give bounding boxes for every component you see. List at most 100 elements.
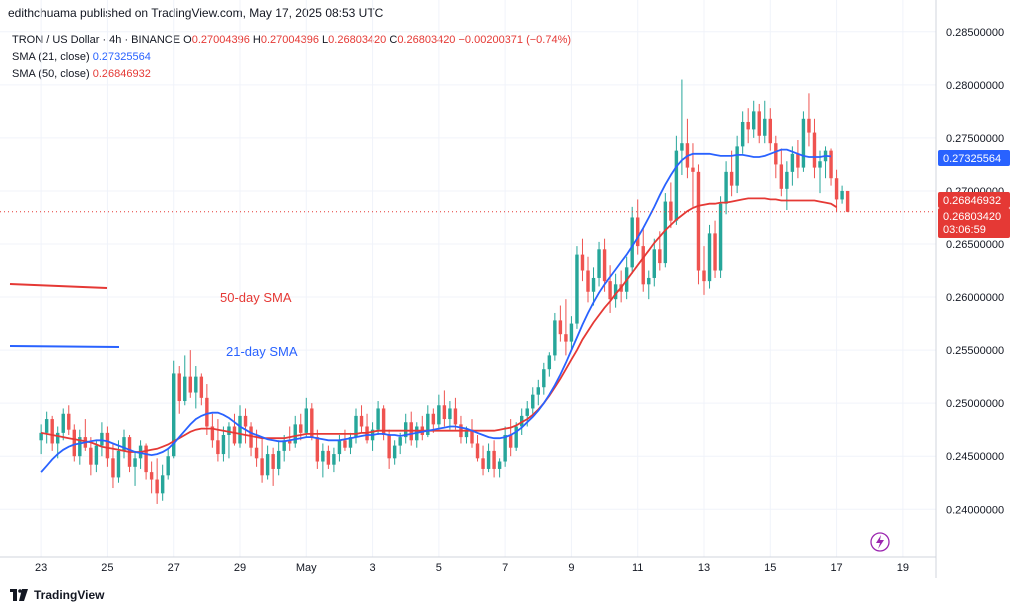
candle-body bbox=[829, 150, 833, 179]
candle bbox=[299, 413, 303, 441]
candle bbox=[845, 190, 850, 213]
candle-body bbox=[812, 132, 817, 168]
candle-body bbox=[39, 432, 43, 441]
x-tick-label: 7 bbox=[502, 562, 508, 574]
sma50-badge-text: 0.26846932 bbox=[943, 195, 1001, 207]
candle bbox=[392, 440, 397, 465]
countdown-text: 03:06:59 bbox=[943, 224, 986, 236]
candle bbox=[100, 422, 104, 457]
publisher-line: edithchuama published on TradingView.com… bbox=[8, 6, 384, 20]
sma21-badge-text: 0.27325564 bbox=[943, 153, 1001, 165]
candle-body bbox=[188, 376, 192, 393]
candle-body bbox=[613, 284, 618, 300]
candle bbox=[475, 434, 480, 462]
candle-body bbox=[840, 190, 844, 200]
sma-layer bbox=[0, 148, 936, 473]
candle bbox=[636, 199, 640, 255]
annotation-layer: 50-day SMA 21-day SMA bbox=[9, 283, 298, 359]
candle-body bbox=[531, 394, 535, 409]
candle bbox=[183, 355, 187, 406]
candle bbox=[359, 405, 364, 433]
candle bbox=[194, 366, 198, 409]
candle-body bbox=[205, 397, 209, 427]
candle-body bbox=[326, 450, 331, 465]
low-label: L bbox=[322, 34, 329, 46]
x-tick-label: 5 bbox=[436, 562, 442, 574]
x-tick-label: 15 bbox=[764, 562, 776, 574]
candle bbox=[72, 424, 76, 462]
candle bbox=[232, 413, 237, 446]
candle-body bbox=[663, 201, 668, 264]
price-axis: 0.285000000.280000000.275000000.27000000… bbox=[935, 0, 1004, 578]
candle-body bbox=[602, 249, 607, 282]
y-tick-label: 0.28500000 bbox=[946, 27, 1004, 39]
candle bbox=[216, 419, 220, 462]
candle bbox=[613, 273, 618, 308]
candle-body bbox=[44, 419, 49, 433]
candle-body bbox=[674, 150, 679, 221]
candle-body bbox=[591, 277, 596, 292]
candle bbox=[61, 408, 65, 441]
candle-body bbox=[94, 445, 99, 465]
candle-body bbox=[172, 373, 176, 457]
candle bbox=[652, 238, 656, 287]
candle bbox=[586, 256, 590, 303]
candle-body bbox=[464, 429, 469, 438]
candle-body bbox=[707, 233, 712, 282]
candle-body bbox=[111, 458, 115, 478]
candle-body bbox=[752, 111, 756, 130]
x-tick-label: 17 bbox=[830, 562, 842, 574]
sma50-label: SMA (50, close) bbox=[12, 68, 90, 80]
candle-body bbox=[779, 164, 784, 189]
candle-body bbox=[199, 376, 204, 398]
candle-body bbox=[696, 171, 701, 271]
candle-body bbox=[514, 426, 518, 448]
candle bbox=[591, 267, 596, 306]
candle-body bbox=[271, 454, 275, 469]
legend-symbol-row[interactable]: TRON / US Dollar · 4h · BINANCE O0.27004… bbox=[12, 32, 571, 49]
candle bbox=[597, 241, 601, 287]
candle bbox=[763, 100, 767, 144]
y-tick-label: 0.24500000 bbox=[946, 451, 1004, 463]
candle bbox=[575, 246, 579, 329]
candle-body bbox=[492, 450, 496, 469]
candle-body bbox=[337, 440, 342, 455]
candle-body bbox=[348, 437, 353, 448]
candle bbox=[790, 146, 795, 186]
candle bbox=[155, 458, 159, 504]
candle-body bbox=[641, 246, 645, 285]
lightning-icon[interactable] bbox=[870, 532, 890, 552]
candle-body bbox=[221, 434, 226, 455]
chart-legend: TRON / US Dollar · 4h · BINANCE O0.27004… bbox=[12, 32, 571, 83]
candle bbox=[442, 390, 447, 427]
candle bbox=[779, 148, 784, 197]
candle-body bbox=[249, 426, 253, 448]
price-badges: 0.27325564 0.26846932 0.26803420 03:06:5… bbox=[938, 150, 1010, 238]
candle-body bbox=[321, 450, 325, 462]
x-tick-label: 11 bbox=[632, 562, 643, 574]
candle bbox=[365, 413, 369, 444]
candle bbox=[823, 146, 828, 179]
candle-body bbox=[431, 413, 436, 425]
candle-body bbox=[304, 408, 308, 433]
candle bbox=[78, 429, 82, 465]
candle-body bbox=[67, 413, 71, 430]
candle-body bbox=[763, 118, 767, 136]
candle-body bbox=[61, 413, 65, 433]
candle bbox=[260, 437, 264, 483]
y-tick-label: 0.25500000 bbox=[946, 345, 1004, 357]
candle-body bbox=[210, 426, 215, 441]
candle bbox=[426, 405, 430, 438]
candle bbox=[243, 408, 248, 444]
close-label: C bbox=[389, 34, 398, 46]
candle bbox=[332, 447, 336, 473]
candle-body bbox=[387, 434, 391, 459]
candle bbox=[448, 401, 452, 430]
candle-body bbox=[381, 408, 386, 435]
x-tick-label: 19 bbox=[897, 562, 909, 574]
candle bbox=[39, 424, 43, 455]
candle bbox=[276, 440, 281, 476]
candle bbox=[387, 429, 391, 469]
